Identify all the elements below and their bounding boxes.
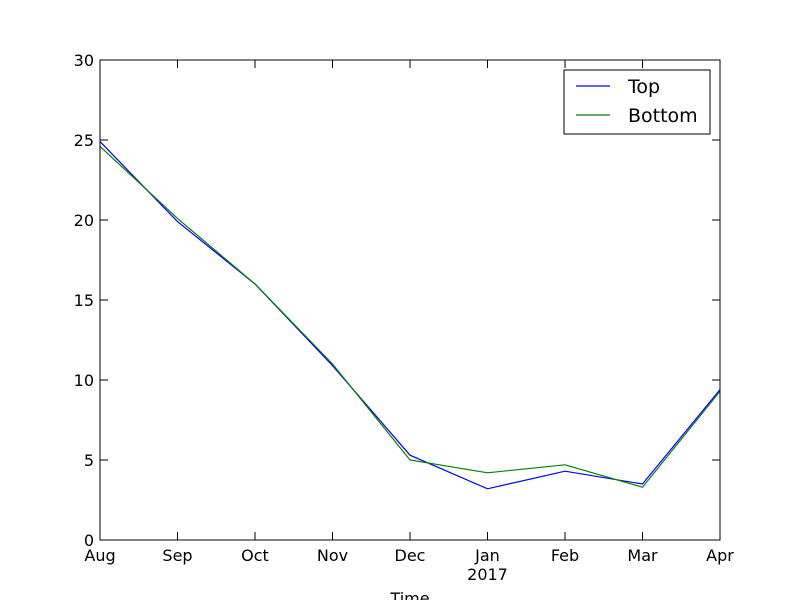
x-axis-label: Time <box>389 589 429 600</box>
y-tick-label: 30 <box>74 51 94 70</box>
series-line-bottom <box>99 145 721 488</box>
x-tick-label: Mar <box>627 546 658 565</box>
y-tick-label: 5 <box>84 451 94 470</box>
x-tick-label: Apr <box>706 546 734 565</box>
legend-box <box>563 69 711 135</box>
x-tick-label: Feb <box>551 546 579 565</box>
y-tick-label: 0 <box>84 531 94 550</box>
x-tick-label: Nov <box>317 546 348 565</box>
series-layer <box>99 141 721 490</box>
x-tick-label: Dec <box>395 546 426 565</box>
legend: Top Bottom <box>563 69 711 135</box>
y-tick-label: 15 <box>74 291 94 310</box>
y-tick-label: 25 <box>74 131 94 150</box>
x-tick-label: Aug <box>84 546 115 565</box>
x-tick-label: Oct <box>241 546 269 565</box>
series-line-top <box>99 141 721 490</box>
y-tick-label: 20 <box>74 211 94 230</box>
y-tick-label: 10 <box>74 371 94 390</box>
legend-label-top: Top <box>627 76 660 98</box>
x-tick-sublabel: 2017 <box>467 565 508 584</box>
x-tick-label: Jan <box>474 546 500 565</box>
legend-label-bottom: Bottom <box>628 105 698 127</box>
x-tick-label: Sep <box>162 546 192 565</box>
